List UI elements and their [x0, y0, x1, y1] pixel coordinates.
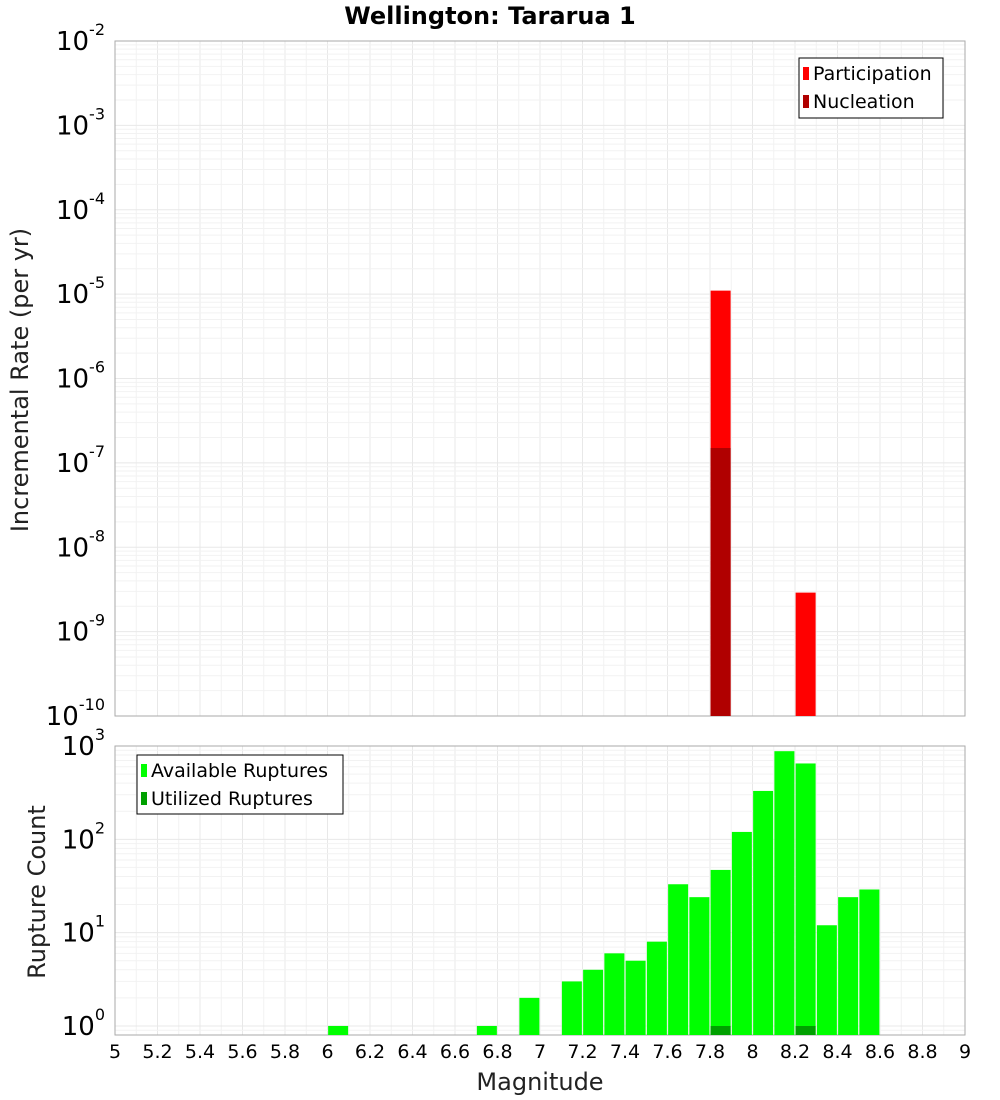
- available-ruptures-bar: [795, 763, 816, 1035]
- y-tick-label: 101: [62, 912, 105, 949]
- x-tick-label: 8.2: [780, 1041, 810, 1063]
- y-tick-label: 10-3: [56, 104, 105, 141]
- x-tick-label: 6.8: [482, 1041, 512, 1063]
- available-ruptures-bar: [731, 831, 752, 1035]
- y-tick-label: 100: [62, 1005, 105, 1042]
- available-ruptures-bar: [753, 790, 774, 1035]
- x-tick-label: 8.4: [822, 1041, 852, 1063]
- x-tick-label: 7.4: [610, 1041, 640, 1063]
- x-tick-label: 8.6: [865, 1041, 895, 1063]
- utilized-ruptures-bar: [710, 1026, 731, 1035]
- rate-grid: [114, 41, 966, 717]
- available-ruptures-bar: [328, 1025, 349, 1035]
- nucleation-bar: [710, 448, 731, 716]
- y-tick-label: 10-6: [56, 358, 105, 395]
- y-tick-label: 103: [62, 725, 105, 762]
- legend-swatch-participation: [803, 67, 809, 80]
- y-tick-label: 10-7: [56, 442, 105, 479]
- x-tick-label: 5.8: [270, 1041, 300, 1063]
- y-tick-label: 10-4: [56, 189, 105, 226]
- count-legend-box: [136, 754, 344, 815]
- x-tick-label: 9: [959, 1041, 971, 1063]
- legend-swatch-utilized: [141, 792, 147, 805]
- count-bars: [328, 751, 880, 1035]
- available-ruptures-bar: [561, 981, 582, 1035]
- legend-swatch-nucleation: [803, 95, 809, 108]
- available-ruptures-bar: [816, 925, 837, 1035]
- x-tick-label: 8: [746, 1041, 758, 1063]
- x-tick-label: 6.6: [440, 1041, 470, 1063]
- available-ruptures-bar: [646, 941, 667, 1035]
- rate-y-axis-label: Incremental Rate (per yr): [6, 228, 34, 532]
- legend-label-available: Available Ruptures: [151, 760, 328, 782]
- available-ruptures-bar: [668, 884, 689, 1035]
- chart-title: Wellington: Tararua 1: [344, 2, 636, 30]
- x-tick-label: 8.8: [907, 1041, 937, 1063]
- available-ruptures-bar: [625, 960, 646, 1035]
- rate-y-ticks: 10-2 10-3 10-4 10-5 10-6 10-7 10-8 10-9 10-10: [46, 20, 105, 732]
- participation-bar: [795, 592, 816, 716]
- available-ruptures-bar: [519, 997, 540, 1035]
- x-tick-label: 7.2: [567, 1041, 597, 1063]
- x-tick-label: 7.8: [695, 1041, 725, 1063]
- available-ruptures-bar: [859, 889, 880, 1035]
- legend-swatch-available: [141, 764, 147, 777]
- rate-bars: [710, 290, 816, 716]
- rate-panel: 10-2 10-3 10-4 10-5 10-6 10-7 10-8 10-9 10-10 In…: [6, 20, 966, 732]
- available-ruptures-bar: [710, 869, 731, 1035]
- available-ruptures-bar: [476, 1025, 497, 1035]
- legend-label-nucleation: Nucleation: [813, 91, 915, 113]
- count-y-ticks: 103 102 101 100: [62, 725, 105, 1042]
- x-axis-label: Magnitude: [476, 1068, 603, 1096]
- x-tick-label: 5.2: [142, 1041, 172, 1063]
- count-legend: Available Ruptures Utilized Ruptures: [136, 754, 344, 815]
- y-tick-label: 10-10: [46, 695, 105, 732]
- available-ruptures-bar: [604, 953, 625, 1035]
- x-tick-label: 7.6: [652, 1041, 682, 1063]
- x-tick-label: 5: [109, 1041, 121, 1063]
- count-plot-frame: [114, 745, 966, 1036]
- x-tick-label: 5.6: [227, 1041, 257, 1063]
- y-tick-label: 102: [62, 818, 105, 855]
- x-tick-label: 7: [534, 1041, 546, 1063]
- x-tick-label: 6: [321, 1041, 333, 1063]
- count-panel: 103 102 101 100 5 5.2 5.4 5.6 5.8 6 6.2 6.4 6.6 6.8 7…: [23, 725, 971, 1096]
- count-y-axis-label: Rupture Count: [23, 805, 51, 979]
- available-ruptures-bar: [689, 897, 710, 1035]
- available-ruptures-bar: [838, 897, 859, 1035]
- rate-legend-box: [798, 57, 944, 119]
- utilized-ruptures-bar: [795, 1026, 816, 1035]
- x-tick-label: 6.4: [397, 1041, 427, 1063]
- rate-plot-frame: [114, 40, 966, 717]
- count-x-ticks: 5 5.2 5.4 5.6 5.8 6 6.2 6.4 6.6 6.8 7 7.2 7.4 7.6 7.8 8…: [109, 1041, 971, 1063]
- legend-label-participation: Participation: [813, 63, 932, 85]
- rate-legend: Participation Nucleation: [798, 57, 944, 119]
- x-tick-label: 6.2: [355, 1041, 385, 1063]
- available-ruptures-bar: [583, 969, 604, 1035]
- y-tick-label: 10-2: [56, 20, 105, 57]
- y-tick-label: 10-9: [56, 611, 105, 648]
- legend-label-utilized: Utilized Ruptures: [151, 788, 313, 810]
- y-tick-label: 10-8: [56, 526, 105, 563]
- available-ruptures-bar: [774, 751, 795, 1035]
- y-tick-label: 10-5: [56, 273, 105, 310]
- x-tick-label: 5.4: [185, 1041, 215, 1063]
